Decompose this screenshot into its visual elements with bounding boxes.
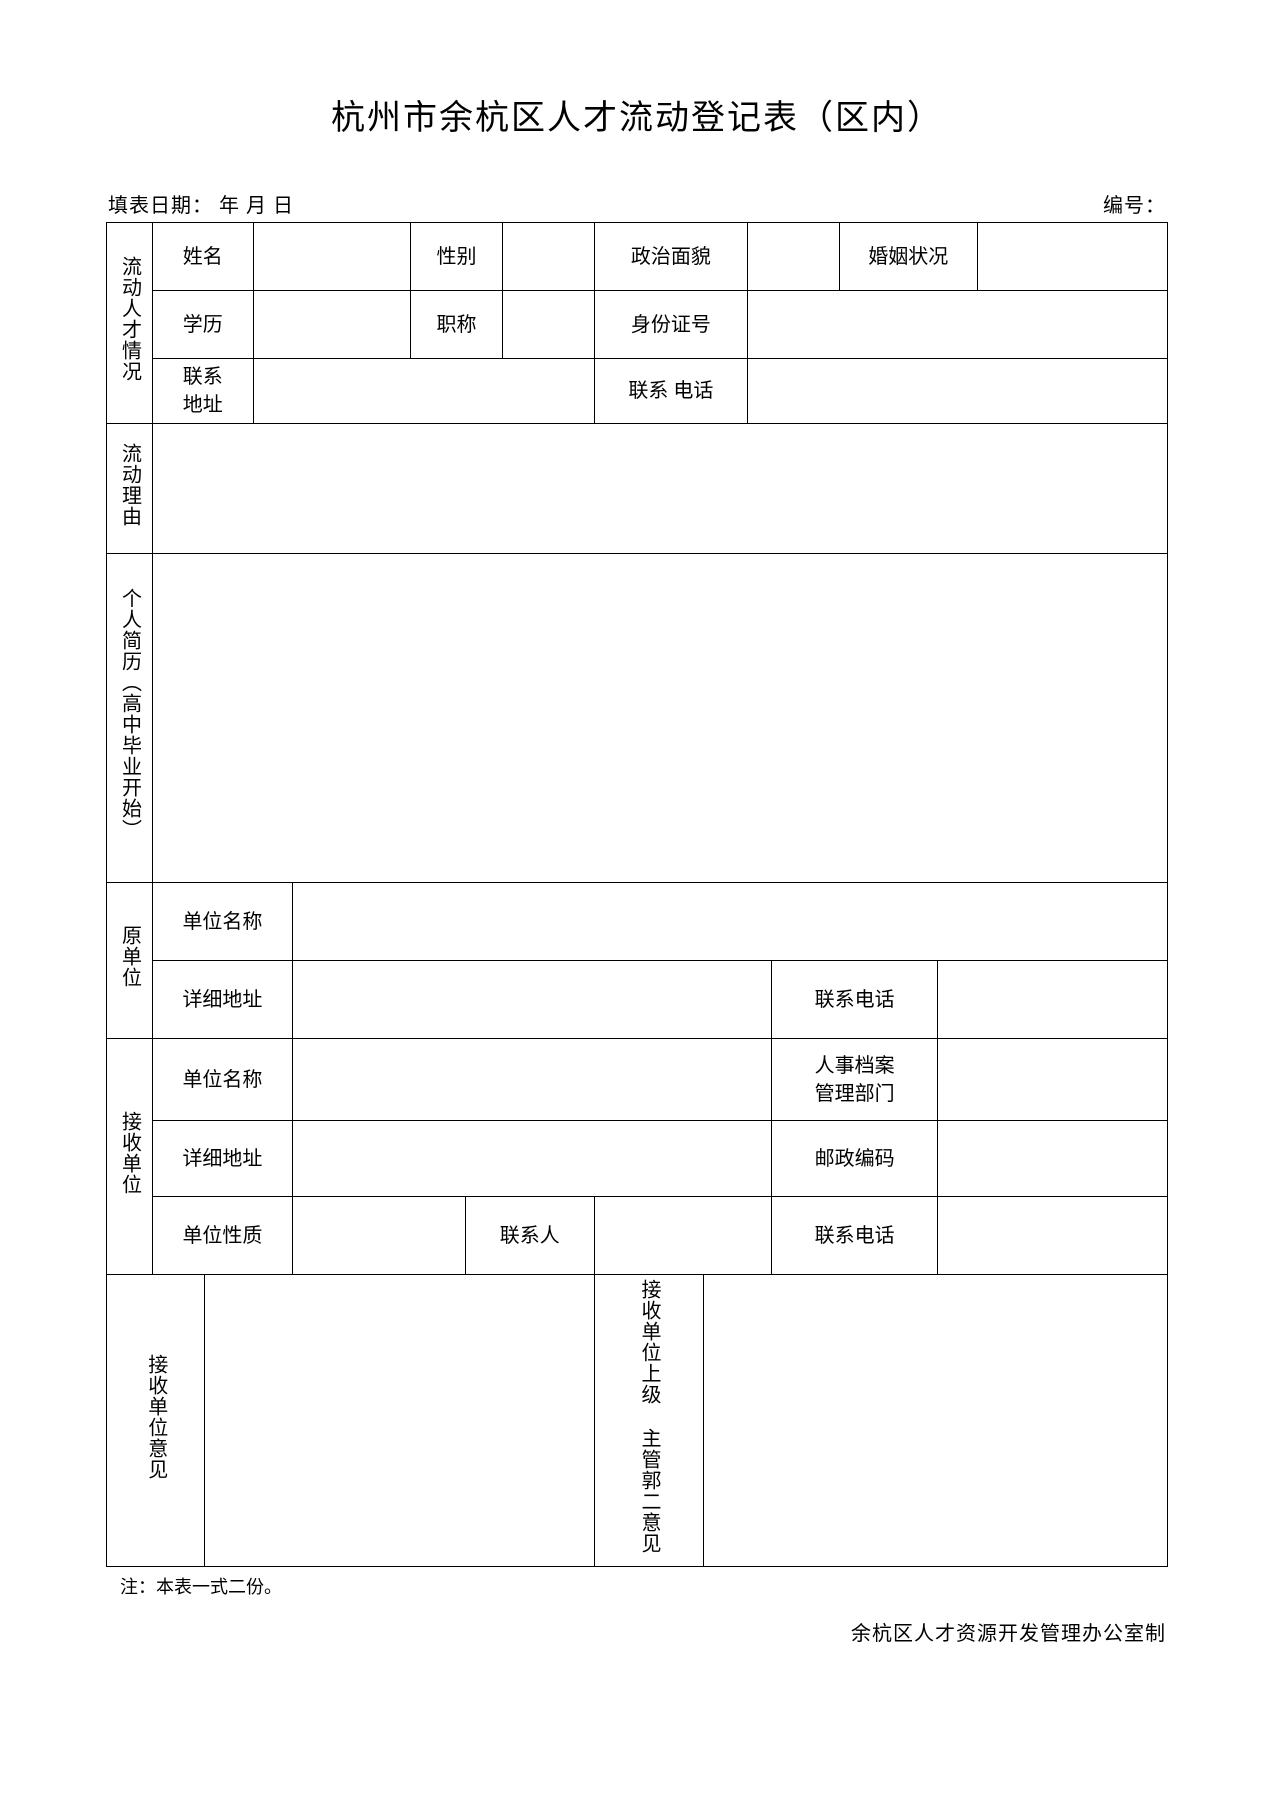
addr-label: 联系地址	[152, 359, 253, 424]
s4-phone-label: 联系电话	[772, 961, 938, 1039]
s5-phone-value[interactable]	[938, 1197, 1168, 1275]
gender-label: 性别	[411, 223, 503, 291]
s5-phone-label: 联系电话	[772, 1197, 938, 1275]
phone-value-s1[interactable]	[747, 359, 1167, 424]
edu-value[interactable]	[253, 291, 411, 359]
title-label: 职称	[411, 291, 503, 359]
id-value[interactable]	[747, 291, 1167, 359]
s4-unit-label: 单位名称	[152, 883, 292, 961]
s5-nature-label: 单位性质	[152, 1197, 292, 1275]
reason-value[interactable]	[152, 424, 1167, 554]
marital-label: 婚姻状况	[839, 223, 977, 291]
header-row: 填表日期： 年 月 日 编号：	[106, 189, 1168, 218]
section2-header: 流动理由	[107, 424, 153, 554]
s6-right-header: 接收单位上级 主管郭二意见	[594, 1275, 703, 1567]
id-label: 身份证号	[594, 291, 747, 359]
s5-contact-label: 联系人	[465, 1197, 594, 1275]
s5-post-label: 邮政编码	[772, 1121, 938, 1197]
gender-value[interactable]	[502, 223, 594, 291]
title-value[interactable]	[502, 291, 594, 359]
s4-addr-value[interactable]	[292, 961, 771, 1039]
s4-unit-value[interactable]	[292, 883, 1167, 961]
section1-header: 流动人才情况	[107, 223, 153, 424]
s5-unit-label: 单位名称	[152, 1039, 292, 1121]
s4-phone-value[interactable]	[938, 961, 1168, 1039]
footer-org: 余杭区人才资源开发管理办公室制	[106, 1617, 1168, 1646]
s6-left-header: 接收单位意见	[107, 1275, 205, 1567]
s5-addr-label: 详细地址	[152, 1121, 292, 1197]
s6-left-value[interactable]	[205, 1275, 594, 1567]
s5-post-value[interactable]	[938, 1121, 1168, 1197]
date-value: 年 月 日	[213, 195, 294, 217]
name-label: 姓名	[152, 223, 253, 291]
form-title: 杭州市余杭区人才流动登记表（区内）	[106, 90, 1168, 139]
resume-value[interactable]	[152, 554, 1167, 883]
phone-label-s1: 联系 电话	[594, 359, 747, 424]
s5-archive-label: 人事档案管理部门	[772, 1039, 938, 1121]
political-label: 政治面貌	[594, 223, 747, 291]
s5-contact-value[interactable]	[594, 1197, 771, 1275]
section5-header: 接收单位	[107, 1039, 153, 1275]
section3-header: 个人简历︵高中毕业开始︶	[107, 554, 153, 883]
s6-right-value[interactable]	[704, 1275, 1168, 1567]
s4-addr-label: 详细地址	[152, 961, 292, 1039]
edu-label: 学历	[152, 291, 253, 359]
date-prefix: 填表日期：	[108, 195, 213, 217]
name-value[interactable]	[253, 223, 411, 291]
s5-unit-value[interactable]	[292, 1039, 771, 1121]
serial-label: 编号：	[1103, 195, 1166, 217]
s5-nature-value[interactable]	[292, 1197, 465, 1275]
section4-header: 原单位	[107, 883, 153, 1039]
political-value[interactable]	[747, 223, 839, 291]
s5-addr-value[interactable]	[292, 1121, 771, 1197]
s5-archive-value[interactable]	[938, 1039, 1168, 1121]
marital-value[interactable]	[977, 223, 1167, 291]
registration-table: 流动人才情况 姓名 性别 政治面貌 婚姻状况 学历 职称 身份证号 联系地址 联…	[106, 222, 1168, 1567]
footer-note: 注：本表一式二份。	[106, 1573, 1168, 1599]
addr-value[interactable]	[253, 359, 594, 424]
